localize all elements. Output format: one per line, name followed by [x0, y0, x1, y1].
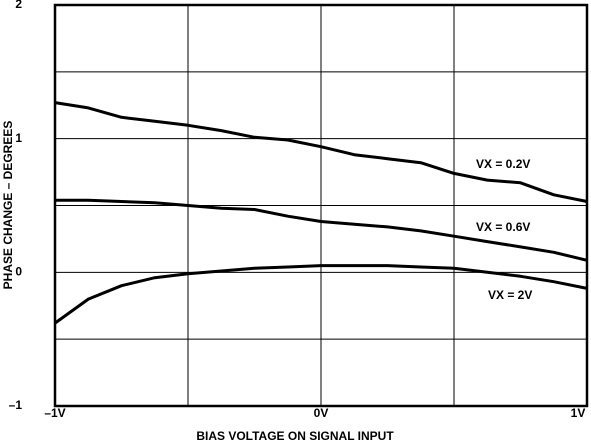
y-axis-label: PHASE CHANGE – DEGREES [1, 121, 15, 290]
y-tick-label: 0 [15, 265, 22, 279]
y-tick-label: 2 [15, 0, 22, 11]
x-tick-label: 1V [571, 406, 586, 420]
series-label: VX = 0.2V [476, 157, 530, 171]
plot-frame [53, 3, 589, 408]
series-line [54, 101, 588, 203]
x-tick-label: –1V [44, 406, 65, 420]
y-tick-label: –1 [9, 398, 23, 412]
y-tick-label: 1 [15, 131, 22, 145]
series-line [55, 198, 588, 262]
x-tick-label: 0V [314, 406, 329, 420]
series-label: VX = 2V [488, 288, 532, 302]
series-line [54, 264, 588, 325]
x-axis-label: BIAS VOLTAGE ON SIGNAL INPUT [196, 429, 394, 443]
series-label: VX = 0.6V [476, 220, 530, 234]
